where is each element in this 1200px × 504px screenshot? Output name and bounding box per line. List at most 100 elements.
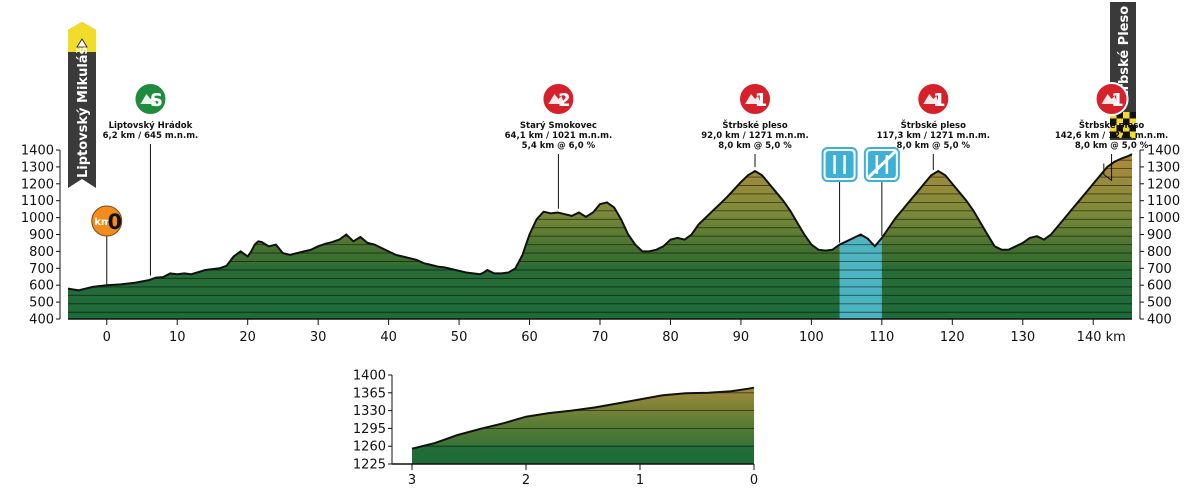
finish-checker [1110, 125, 1117, 132]
inset-area [412, 387, 754, 464]
y-tick-label-right: 1100 [1147, 194, 1180, 209]
x-tick-label: 50 [451, 330, 468, 345]
x-tick-label: 90 [733, 330, 750, 345]
finish-checker [1123, 125, 1130, 132]
inset-x-tick-label: 2 [522, 473, 530, 488]
inset-y-tick-label: 1400 [353, 369, 386, 384]
mountain-glyph-icon [140, 94, 157, 104]
finish-checker [1116, 125, 1123, 132]
marker-badge: 2 [558, 90, 571, 111]
lowland-band [68, 264, 1132, 319]
finish-checker [1110, 131, 1117, 138]
finish-checker [1123, 131, 1130, 138]
x-tick-label: 0 [103, 330, 111, 345]
mountain-glyph-icon [548, 94, 565, 104]
feed-zone-end-icon [863, 147, 900, 236]
marker-caption-line: 117,3 km / 1271 m.n.m. [877, 131, 990, 141]
y-tick-label-right: 1300 [1147, 160, 1180, 175]
marker-caption-line: Štrbské pleso [722, 119, 787, 131]
marker-caption-line: 8,0 km @ 5,0 % [718, 141, 792, 151]
finish-checker [1129, 131, 1136, 138]
inset-x-tick-label: 1 [636, 473, 644, 488]
x-tick-label: 70 [592, 330, 609, 345]
y-tick-label-right: 500 [1147, 296, 1172, 311]
marker-badge: S [150, 90, 163, 111]
y-tick-label-right: 700 [1147, 262, 1172, 277]
x-tick-label: 120 [940, 330, 965, 345]
x-tick-label: 40 [380, 330, 397, 345]
y-tick-label-right: 600 [1147, 279, 1172, 294]
finish-checker [1116, 118, 1123, 125]
y-tick-label-left: 900 [29, 228, 54, 243]
inset-y-tick-label: 1365 [353, 386, 386, 401]
mountain-glyph-icon [1101, 94, 1118, 104]
finish-checker [1116, 131, 1123, 138]
feed-sign-fill [825, 151, 854, 178]
inset-line [411, 386, 755, 450]
start-name: Liptovský Mikuláš [76, 46, 91, 178]
marker-caption-line: 142,6 km / 1271 m.n.m. [1055, 131, 1168, 141]
x-tick-label: 30 [310, 330, 327, 345]
finish-profile: 1225 1260 1295 1330 1365 1400 3 2 1 0 [353, 369, 758, 489]
finish-checker [1123, 118, 1130, 125]
x-tick-label: 130 [1010, 330, 1035, 345]
cross-icon [867, 150, 896, 179]
elevation-line [67, 153, 1133, 292]
y-tick-label-right: 800 [1147, 245, 1172, 260]
y-tick-label-right: 400 [1147, 313, 1172, 328]
marker-caption-line: Štrbské pleso [901, 119, 966, 131]
y-tick-label-left: 1200 [21, 177, 54, 192]
marker-caption-line: 8,0 km @ 5,0 % [897, 141, 971, 151]
marker-pole [1103, 154, 1113, 182]
km0-digit: 0 [107, 210, 122, 234]
finish-checker [1110, 118, 1117, 125]
finish-checker [1116, 112, 1123, 119]
y-tick-label-right: 900 [1147, 228, 1172, 243]
x-tick-label: 10 [169, 330, 186, 345]
y-tick-label-left: 1100 [21, 194, 54, 209]
inset-y-tick-label: 1260 [353, 440, 386, 455]
inset-y-tick-label: 1330 [353, 404, 386, 419]
marker-badge: 1 [1111, 90, 1124, 111]
y-tick-label-left: 800 [29, 245, 54, 260]
mountain-glyph-icon [745, 94, 762, 104]
start-arrow-icon [76, 38, 88, 48]
km0-icon [91, 205, 123, 237]
x-tick-label: 20 [239, 330, 256, 345]
finish-name: Štrbské Pleso [1116, 6, 1132, 106]
x-tick-label: 140 km [1077, 330, 1126, 345]
inset-y-tick-label: 1225 [353, 458, 386, 473]
y-tick-label-right: 1400 [1147, 144, 1180, 159]
marker-badge: 1 [933, 90, 946, 111]
finish-checker [1123, 112, 1130, 119]
inset-x-tick-label: 0 [750, 473, 758, 488]
inset-y-tick-label: 1295 [353, 422, 386, 437]
marker-caption-line: 8,0 km @ 5,0 % [1075, 141, 1149, 151]
x-tick-label: 110 [869, 330, 894, 345]
x-tick-label: 60 [521, 330, 538, 345]
inset-x-tick-label: 3 [408, 473, 416, 488]
climb-markers: Liptovský Mikuláš Štrbské Pleso km0 S Liptov… [68, 2, 1168, 286]
marker-caption-line: 5,4 km @ 6,0 % [522, 141, 596, 151]
feed-zone-start-icon [821, 147, 858, 243]
marker-caption-line: Starý Smokovec [520, 121, 597, 131]
y-tick-label-left: 700 [29, 262, 54, 277]
x-tick-label: 100 [799, 330, 824, 345]
marker-caption-line: Liptovský Hrádok [109, 121, 193, 131]
y-tick-label-right: 1200 [1147, 177, 1180, 192]
y-tick-label-left: 500 [29, 296, 54, 311]
y-tick-label-left: 600 [29, 279, 54, 294]
start-banner-flag [68, 22, 96, 52]
y-tick-label-left: 1300 [21, 160, 54, 175]
marker-caption-line: 92,0 km / 1271 m.n.m. [701, 131, 809, 141]
inset-lowland-band [412, 445, 754, 464]
km0-label: km [94, 217, 111, 228]
y-tick-label-left: 1000 [21, 211, 54, 226]
